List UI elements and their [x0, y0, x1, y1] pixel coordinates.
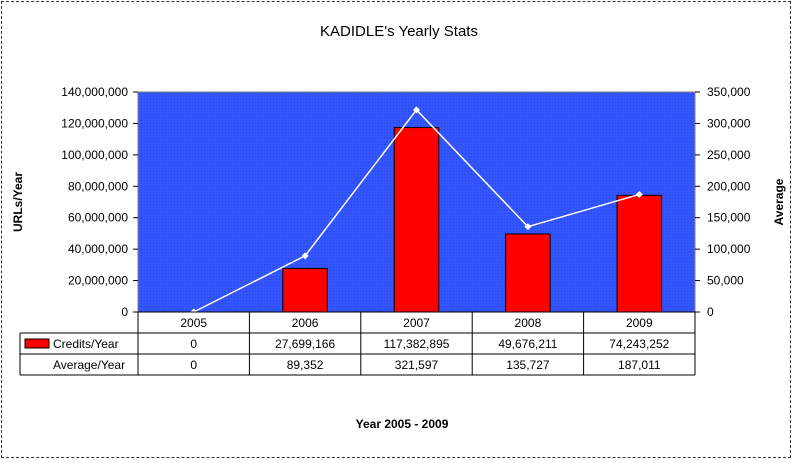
data-label-credits: 74,243,252	[609, 337, 669, 351]
average-point	[413, 106, 420, 114]
data-table: 2005 2006 2007 2008 2009 Credits/Year 0 27,699,…	[19, 311, 696, 376]
bar	[505, 233, 551, 313]
x-axis-title: Year 2005 - 2009	[356, 417, 449, 431]
y-tick-label: 100,000,000	[61, 148, 128, 162]
plot-area: 0 20,000,000 40,000,000 60,000,000 80,000,00…	[61, 85, 750, 319]
average-point	[301, 252, 309, 260]
data-label-credits: 117,382,895	[384, 337, 450, 351]
bar	[616, 194, 663, 313]
x-tick-label: 2005	[180, 316, 207, 330]
x-tick-label: 2009	[626, 316, 653, 330]
bar	[393, 127, 440, 313]
y-tick-label: 20,000,000	[68, 274, 128, 288]
y-tick-label: 0	[121, 305, 128, 319]
y-axis-title: URLs/Year	[11, 172, 25, 232]
y2-tick-label: 50,000	[707, 274, 744, 288]
data-label-credits: 49,676,211	[498, 337, 557, 351]
y2-tick-label: 0	[707, 305, 714, 319]
y2-tick-label: 100,000	[707, 242, 751, 256]
bar	[282, 267, 328, 313]
y2-tick-label: 250,000	[707, 148, 751, 162]
y-tick-label: 40,000,000	[68, 242, 128, 256]
legend-label-credits: Credits/Year	[53, 337, 119, 351]
data-label-average: 321,597	[395, 358, 439, 372]
data-label-average: 0	[190, 358, 197, 372]
x-tick-label: 2008	[515, 316, 542, 330]
data-label-average: 135,727	[506, 358, 550, 372]
y-tick-label: 60,000,000	[68, 211, 128, 225]
y-tick-label: 120,000,000	[61, 116, 128, 130]
chart-title: KADIDLE's Yearly Stats	[320, 23, 478, 40]
y2-tick-label: 150,000	[707, 211, 751, 225]
x-tick-label: 2006	[292, 316, 319, 330]
legend-label-average: Average/Year	[53, 358, 125, 372]
data-label-credits: 0	[190, 337, 197, 351]
average-point	[635, 190, 643, 198]
data-label-average: 89,352	[287, 358, 324, 372]
data-label-credits: 27,699,166	[275, 337, 335, 351]
y2-tick-label: 350,000	[707, 85, 751, 99]
data-label-average: 187,011	[618, 358, 661, 372]
y-tick-label: 80,000,000	[68, 179, 128, 193]
y2-tick-label: 200,000	[707, 179, 751, 193]
average-point	[524, 223, 532, 231]
legend-swatch-credits	[24, 338, 50, 349]
x-tick-label: 2007	[403, 316, 430, 330]
y2-axis-title: Average	[772, 178, 786, 225]
y2-tick-label: 300,000	[707, 116, 751, 130]
y-tick-label: 140,000,000	[61, 85, 128, 99]
